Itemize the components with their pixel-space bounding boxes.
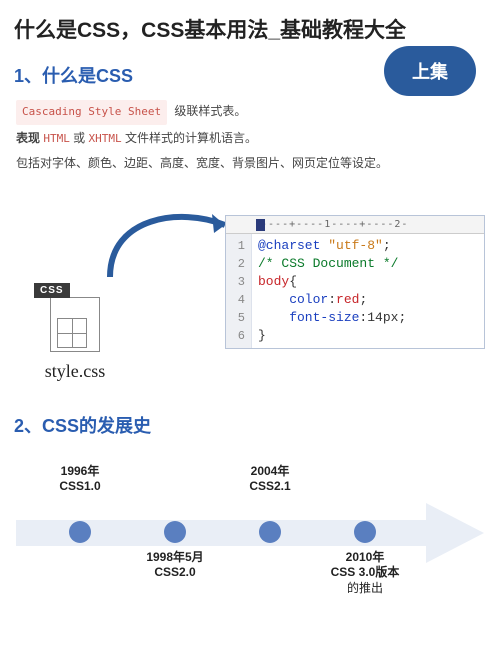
css-file-icon: CSS (40, 277, 110, 357)
gutter-line: 1 (226, 237, 245, 255)
gutter-line: 2 (226, 255, 245, 273)
gutter-line: 3 (226, 273, 245, 291)
inline-html: HTML (43, 132, 70, 145)
code-line: font-size:14px; (258, 309, 406, 327)
line2-mid: 或 (70, 131, 89, 145)
editor-ruler: |----+----1----+----2- (226, 216, 484, 234)
timeline-dot (164, 521, 186, 543)
timeline: 1996年CSS1.0 1998年5月CSS2.0 2004年CSS2.1 2010年… (0, 448, 500, 608)
definition-block: Cascading Style Sheet 级联样式表。 表现 HTML 或 X… (0, 94, 500, 179)
code-line: @charset "utf-8"; (258, 237, 406, 255)
page-title: 什么是CSS，CSS基本用法_基础教程大全 (0, 0, 500, 52)
timeline-dot (354, 521, 376, 543)
timeline-dot (259, 521, 281, 543)
file-caption: style.css (40, 361, 110, 382)
file-block: CSS style.css (40, 277, 110, 382)
inline-xhtml: XHTML (89, 132, 122, 145)
timeline-label: 1998年5月CSS2.0 (130, 550, 220, 581)
code-line: body{ (258, 273, 406, 291)
line3-text: 包括对字体、颜色、边距、高度、宽度、背景图片、网页定位等设定。 (16, 152, 486, 175)
gutter-line: 4 (226, 291, 245, 309)
code-line: color:red; (258, 291, 406, 309)
file-tag-label: CSS (34, 283, 70, 298)
line2-post: 文件样式的计算机语言。 (122, 131, 257, 145)
gutter-line: 5 (226, 309, 245, 327)
ruler-text: |----+----1----+----2- (254, 219, 408, 230)
code-editor: |----+----1----+----2- 123456 @charset "… (225, 215, 485, 349)
timeline-dot (69, 521, 91, 543)
code-line: /* CSS Document */ (258, 255, 406, 273)
gutter-line: 6 (226, 327, 245, 345)
curved-arrow-icon (100, 197, 240, 297)
chip-after-text: 级联样式表。 (171, 104, 246, 118)
editor-code-lines: @charset "utf-8";/* CSS Document */body{… (252, 234, 412, 348)
editor-gutter: 123456 (226, 234, 252, 348)
line2-pre: 表现 (16, 131, 43, 145)
diagram-row: CSS style.css |----+----1----+----2- 123… (0, 187, 500, 402)
episode-badge: 上集 (384, 46, 476, 96)
timeline-label: 2010年CSS 3.0版本的推出 (320, 550, 410, 597)
timeline-label: 2004年CSS2.1 (225, 464, 315, 495)
timeline-label: 1996年CSS1.0 (35, 464, 125, 495)
code-line: } (258, 327, 406, 345)
ruler-caret-icon (256, 219, 265, 231)
chip-cascading: Cascading Style Sheet (16, 100, 167, 125)
section2-heading: 2、CSS的发展史 (0, 402, 500, 444)
